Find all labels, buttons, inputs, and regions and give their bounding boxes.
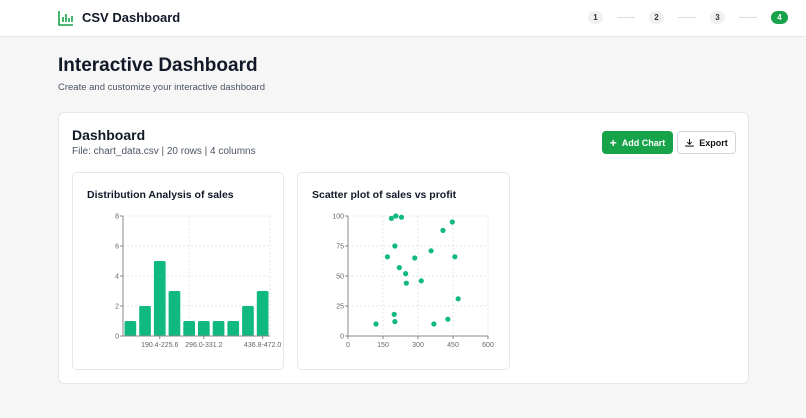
y-tick-label: 8: [115, 214, 119, 221]
app-header: CSV Dashboard 1 2 3 4: [0, 0, 806, 37]
x-tick-label: 150: [377, 342, 389, 349]
y-tick-label: 6: [115, 244, 119, 251]
chart-title: Distribution Analysis of sales: [87, 189, 234, 201]
x-tick-label: 190.4-225.6: [141, 342, 178, 349]
scatter-point: [392, 243, 398, 249]
histogram-bar: [242, 306, 254, 336]
scatter-point: [431, 321, 437, 327]
histogram-card[interactable]: Distribution Analysis of sales 0 2 4 6 8 190.…: [72, 172, 284, 370]
scatter-point: [428, 248, 434, 254]
page-subtitle: Create and customize your interactive da…: [58, 82, 266, 93]
dashboard-card: Dashboard File: chart_data.csv | 20 rows…: [58, 112, 749, 384]
add-chart-button[interactable]: + Add Chart: [602, 131, 673, 154]
step-2[interactable]: 2: [649, 11, 664, 24]
scatter-point: [449, 219, 455, 225]
x-tick-label: 450: [447, 342, 459, 349]
file-info: File: chart_data.csv | 20 rows | 4 colum…: [72, 146, 256, 157]
histogram-bar: [168, 291, 181, 336]
scatter-point: [452, 254, 458, 260]
scatter-point: [373, 321, 379, 327]
x-tick-label: 296.0-331.2: [185, 342, 222, 349]
page-title: Interactive Dashboard: [58, 55, 258, 76]
export-label: Export: [699, 137, 728, 148]
scatter-point: [440, 227, 446, 233]
scatter-point: [396, 265, 402, 271]
scatter-point: [388, 215, 394, 221]
step-divider: [617, 17, 635, 18]
histogram-bar: [183, 321, 195, 336]
scatter-point: [445, 316, 451, 322]
step-3[interactable]: 3: [710, 11, 725, 24]
histogram-bar: [212, 321, 225, 336]
app-title: CSV Dashboard: [82, 10, 181, 25]
histogram-bar: [198, 321, 210, 336]
x-tick-label: 436.8-472.0: [244, 342, 281, 349]
histogram-bar: [227, 321, 240, 336]
histogram-chart: 0 2 4 6 8 190.4-225.6 296.0-331.2 436.8-472.0: [115, 214, 281, 350]
scatter-point: [392, 319, 398, 325]
download-icon: [685, 138, 694, 147]
scatter-point: [393, 213, 399, 219]
x-tick-label: 300: [412, 342, 424, 349]
scatter-point: [418, 278, 424, 284]
y-tick-label: 2: [115, 304, 119, 311]
add-chart-label: Add Chart: [621, 137, 666, 148]
dashboard-title: Dashboard: [72, 127, 146, 143]
step-4[interactable]: 4: [771, 11, 788, 24]
bar-chart-icon: [58, 11, 73, 26]
scatter-point: [455, 296, 461, 302]
histogram-bar: [124, 321, 137, 336]
histogram-bar: [256, 291, 269, 336]
scatter-point: [403, 280, 409, 286]
x-tick-label: 0: [346, 342, 350, 349]
scatter-point: [398, 214, 405, 220]
y-tick-label: 50: [336, 274, 344, 281]
stepper: 1 2 3 4: [588, 11, 788, 24]
scatter-point: [412, 255, 418, 261]
y-tick-label: 0: [115, 334, 119, 341]
y-tick-label: 0: [340, 334, 344, 341]
y-tick-label: 100: [332, 214, 344, 221]
scatter-point: [403, 271, 409, 277]
histogram-bar: [139, 306, 151, 336]
plus-icon: +: [609, 135, 617, 150]
y-tick-label: 4: [115, 274, 119, 281]
y-tick-label: 75: [336, 244, 344, 251]
export-button[interactable]: Export: [677, 131, 736, 154]
x-tick-label: 600: [482, 342, 494, 349]
y-tick-label: 25: [336, 304, 344, 311]
scatter-point: [384, 254, 391, 260]
histogram-bar: [153, 261, 166, 336]
step-divider: [739, 17, 757, 18]
scatter-card[interactable]: Scatter plot of sales vs profit 0 25 50 75 1…: [297, 172, 510, 370]
step-divider: [678, 17, 696, 18]
scatter-point: [391, 311, 397, 317]
chart-title: Scatter plot of sales vs profit: [312, 189, 457, 201]
step-1[interactable]: 1: [588, 11, 603, 24]
scatter-chart: 0 25 50 75 100 0 150 300 450 600: [332, 213, 494, 349]
